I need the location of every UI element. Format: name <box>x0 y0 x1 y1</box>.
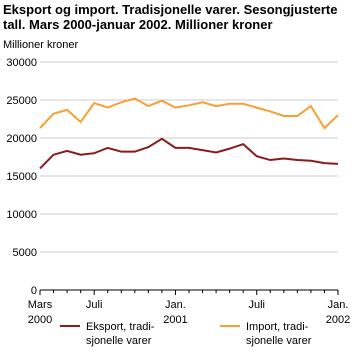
y-tick-label: 5000 <box>13 247 37 259</box>
y-tick-label: 0 <box>31 285 37 297</box>
y-tick-label: 20000 <box>6 133 37 145</box>
y-tick-label: 10000 <box>6 209 37 221</box>
y-axis-label: Millioner kroner <box>3 39 79 51</box>
x-tick-label: Jan. 2001 <box>163 299 187 326</box>
chart-title: Eksport og import. Tradisjonelle varer. … <box>3 2 337 32</box>
series-line <box>39 137 339 170</box>
legend-label: Eksport, tradi-sjonelle varer <box>86 321 155 347</box>
x-tick-label: Juli <box>86 299 103 311</box>
y-tick-label: 30000 <box>6 57 37 69</box>
legend-label: Import, tradi-sjonelle varer <box>246 321 312 347</box>
x-tick-label: Juli <box>248 299 265 311</box>
x-tick-label: Jan. 2002 <box>326 299 350 326</box>
y-tick-label: 15000 <box>6 171 37 183</box>
x-tick-label: Mars 2000 <box>28 299 53 326</box>
y-tick-label: 25000 <box>6 95 37 107</box>
series-line <box>39 97 339 130</box>
